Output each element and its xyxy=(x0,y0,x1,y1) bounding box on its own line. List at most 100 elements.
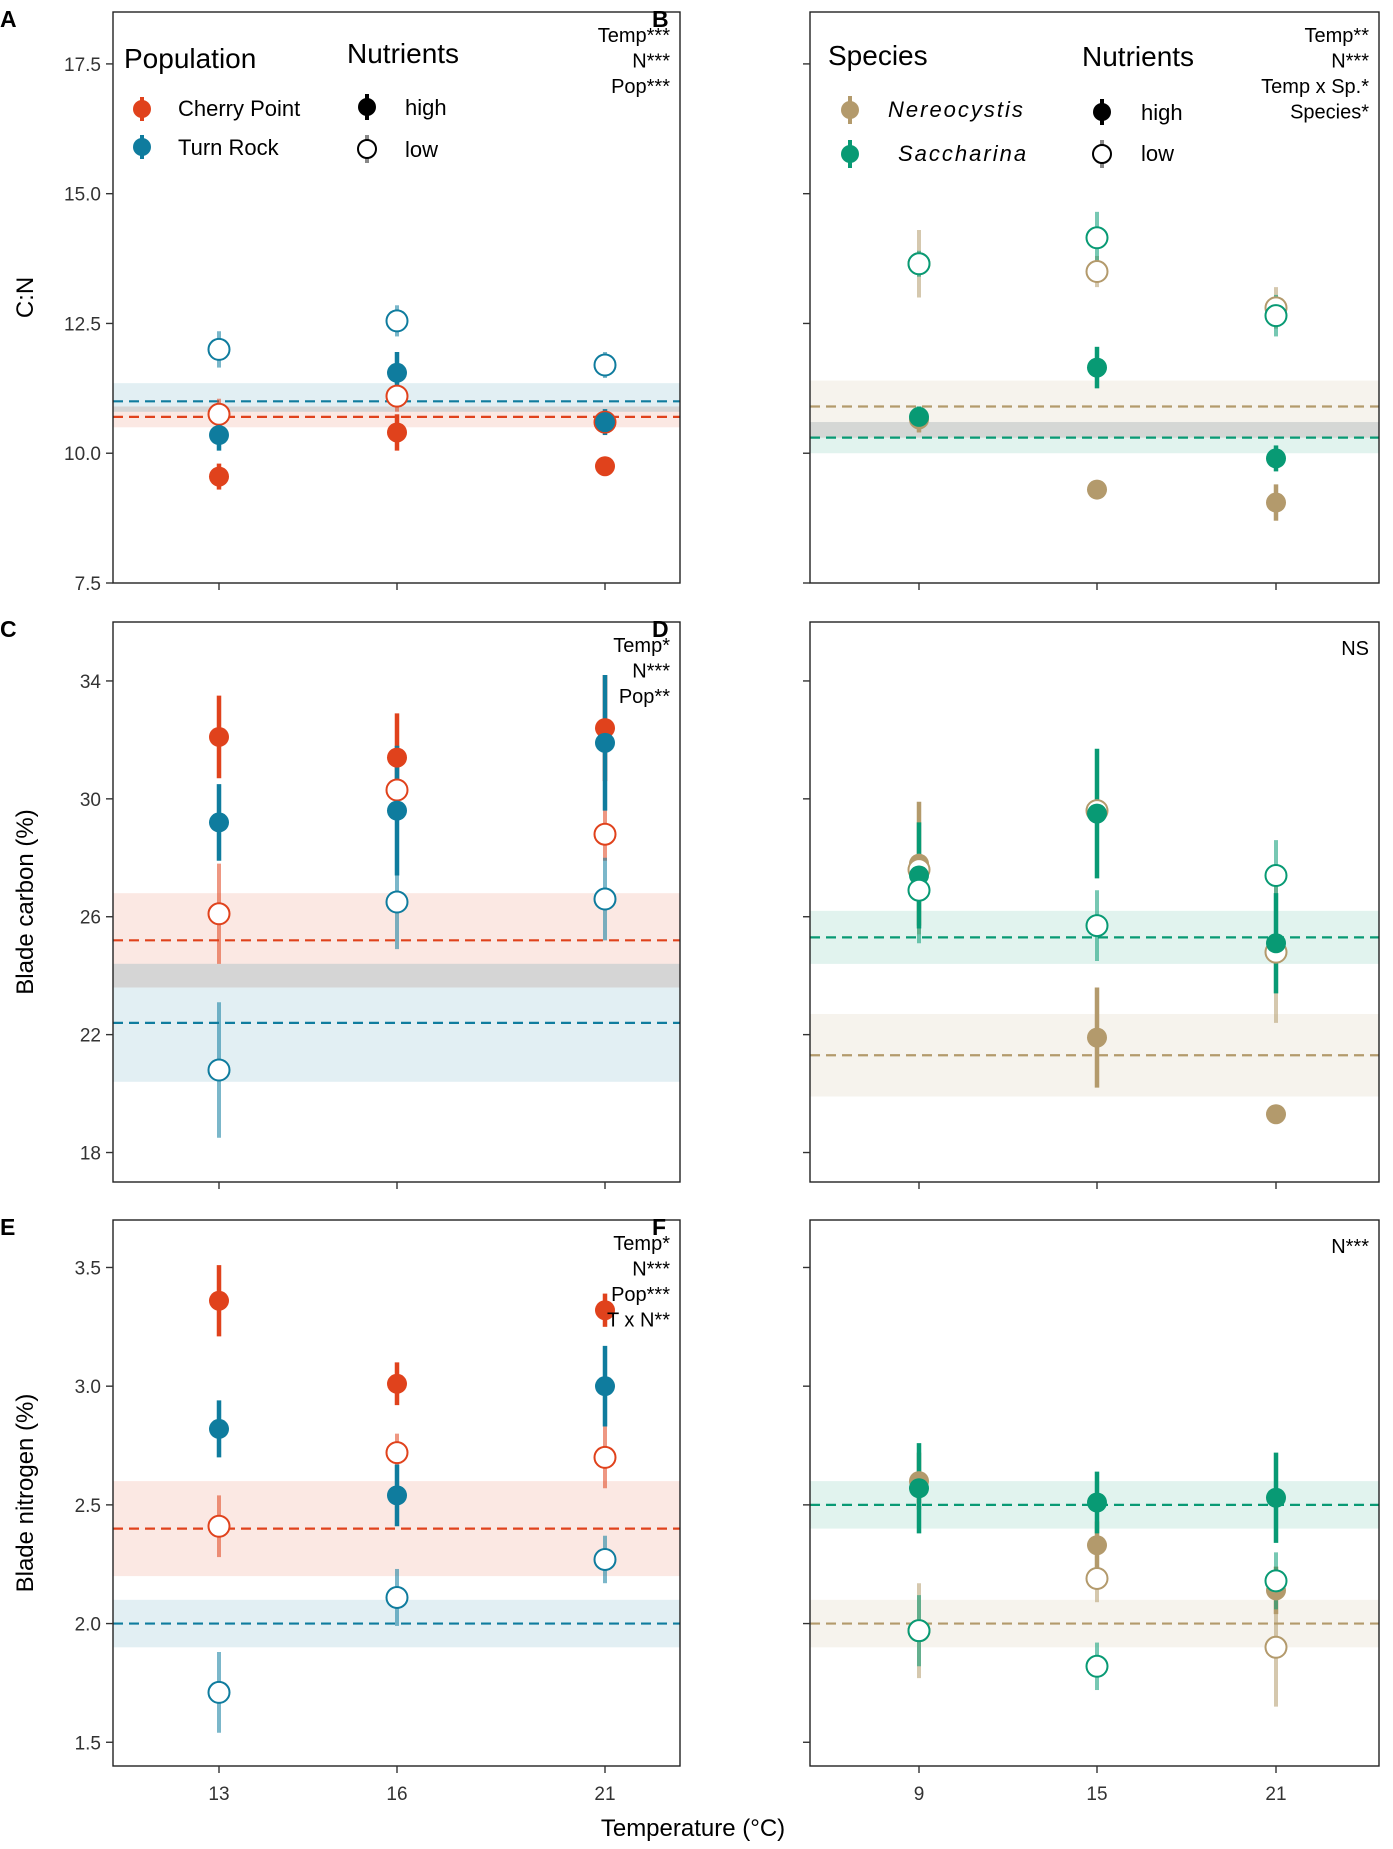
panel-c-point-turn-rock-high-0 xyxy=(209,812,229,833)
panel-f-point-nereocystis-high-1 xyxy=(1087,1535,1107,1556)
panel-b-point-saccharina-high-2 xyxy=(1266,448,1286,469)
panel-a-point-cherry-point-low-1 xyxy=(385,384,409,408)
panel-a-point-turn-rock-high-2 xyxy=(595,412,615,433)
panel-c-point-turn-rock-low-1 xyxy=(385,890,409,914)
panel-b-point-saccharina-high-1 xyxy=(1087,357,1107,378)
legend-species: Species Nereocystis Saccharina xyxy=(828,40,1028,168)
panel-d-band-nereocystis xyxy=(810,1014,1379,1097)
legend-population-title: Population xyxy=(124,43,256,74)
panel-e-point-cherry-point-low-1 xyxy=(385,1441,409,1465)
panel-e-point-cherry-point-high-1 xyxy=(387,1373,407,1394)
legend-species-title: Species xyxy=(828,40,928,71)
panel-b: B Temp** N*** Temp x Sp.* Species* xyxy=(652,6,1380,590)
legend-high-a-label: high xyxy=(405,95,447,120)
panel-d-stat-0: NS xyxy=(1341,638,1369,660)
panel-a-stat-1: N*** xyxy=(632,51,670,73)
legend-turn-rock-label: Turn Rock xyxy=(178,135,280,160)
panel-f-xtick-label-2: 21 xyxy=(1265,1784,1286,1805)
panel-e-ytick-label-1: 2.0 xyxy=(75,1615,101,1636)
panel-c-ytick-label-4: 34 xyxy=(80,672,102,693)
panel-d-point-saccharina-high-2 xyxy=(1266,933,1286,954)
panel-a-plot xyxy=(113,305,680,490)
panel-e-point-turn-rock-low-1 xyxy=(385,1585,409,1609)
panel-c-point-cherry-point-high-0 xyxy=(209,726,229,747)
panel-e-xtick-label-1: 16 xyxy=(386,1784,407,1805)
panel-b-letter: B xyxy=(652,6,669,32)
panel-e-point-cherry-point-low-0 xyxy=(207,1514,231,1538)
panel-c-stat-1: N*** xyxy=(632,661,670,683)
panel-c-point-turn-rock-high-1 xyxy=(387,800,407,821)
panel-c-band-overlap xyxy=(113,963,680,988)
panel-d-point-saccharina-low-0 xyxy=(907,878,931,902)
panel-e-point-turn-rock-high-2 xyxy=(595,1376,615,1397)
panel-d-point-saccharina-high-1 xyxy=(1087,803,1107,824)
panel-b-band-overlap xyxy=(810,422,1379,438)
panel-f-point-saccharina-low-1 xyxy=(1085,1654,1109,1678)
panels: 7.5 10.0 12.5 15.0 17.5 C:N A Temp*** N*** Pop***… xyxy=(0,6,1380,1805)
panel-f-point-nereocystis-low-2 xyxy=(1264,1635,1288,1659)
panel-d-frame xyxy=(809,621,1380,1183)
panel-f-point-nereocystis-low-1 xyxy=(1085,1566,1109,1590)
panel-a-point-cherry-point-high-1 xyxy=(387,422,407,443)
panel-a: 7.5 10.0 12.5 15.0 17.5 C:N A Temp*** N*** Pop*** xyxy=(0,6,681,595)
panel-c-point-cherry-point-low-1 xyxy=(385,778,409,802)
panel-f-letter: F xyxy=(652,1214,666,1240)
legend-low-b-label: low xyxy=(1141,141,1174,166)
panel-e-point-turn-rock-low-0 xyxy=(207,1680,231,1704)
legend-nereocystis-label: Nereocystis xyxy=(888,97,1025,122)
panel-e-point-turn-rock-high-0 xyxy=(209,1418,229,1439)
legend-cherry-point-label: Cherry Point xyxy=(178,96,300,121)
panel-e-stat-1: N*** xyxy=(632,1259,670,1281)
panel-c-stat-2: Pop** xyxy=(619,686,670,708)
panel-a-ytick-label-2: 12.5 xyxy=(64,314,101,335)
legend-nutrients-b-title: Nutrients xyxy=(1082,41,1194,72)
panel-b-plot xyxy=(810,211,1379,521)
panel-e-stat-0: Temp* xyxy=(613,1233,670,1255)
legend-high-a-dot xyxy=(358,98,376,116)
panel-c-point-turn-rock-low-0 xyxy=(207,1058,231,1082)
panel-e-point-turn-rock-low-2 xyxy=(593,1547,617,1571)
panel-f-point-saccharina-high-0 xyxy=(909,1478,929,1499)
legend-cherry-point-dot xyxy=(133,100,151,118)
panel-f: 9 15 21 F N*** xyxy=(652,1214,1380,1805)
panel-b-frame xyxy=(809,11,1380,584)
panel-e-plot xyxy=(113,1265,680,1733)
panel-a-point-cherry-point-high-2 xyxy=(595,456,615,477)
panel-c: 18 22 26 30 34 Blade carbon (%) C Temp* N*** Pop*… xyxy=(0,616,681,1189)
legend-saccharina-label: Saccharina xyxy=(898,141,1028,166)
panel-a-point-cherry-point-low-0 xyxy=(207,402,231,426)
panel-c-point-cherry-point-low-2 xyxy=(593,822,617,846)
panel-a-point-turn-rock-high-0 xyxy=(209,425,229,446)
panel-b-point-saccharina-low-1 xyxy=(1085,226,1109,250)
panel-e-ylabel: Blade nitrogen (%) xyxy=(12,1394,39,1593)
panel-e-letter: E xyxy=(0,1214,15,1240)
legend-nutrients-b: Nutrients high low xyxy=(1082,41,1194,168)
panel-d: D NS xyxy=(652,616,1380,1189)
legend-low-b-dot xyxy=(1092,144,1112,164)
panel-d-point-saccharina-low-1 xyxy=(1085,914,1109,938)
legend-high-b-dot xyxy=(1093,103,1111,121)
panel-b-stat-1: N*** xyxy=(1331,51,1369,73)
panel-e-xtick-label-0: 13 xyxy=(208,1784,229,1805)
panel-e-ytick-label-4: 3.5 xyxy=(75,1258,101,1279)
panel-e-ytick-label-3: 3.0 xyxy=(75,1377,101,1398)
legend-low-a-dot xyxy=(357,139,377,159)
panel-e: 1.5 2.0 2.5 3.0 3.5 13 16 21 Blade nitrogen (%) E… xyxy=(0,1214,681,1805)
legend-nutrients-a-title: Nutrients xyxy=(347,38,459,69)
panel-c-letter: C xyxy=(0,616,17,642)
panel-a-ytick-label-3: 15.0 xyxy=(64,185,101,206)
panel-e-point-cherry-point-low-2 xyxy=(593,1445,617,1469)
panel-c-point-cherry-point-low-0 xyxy=(207,902,231,926)
panel-c-ytick-label-3: 30 xyxy=(80,790,101,811)
panel-c-ylabel: Blade carbon (%) xyxy=(12,809,39,994)
panel-b-point-saccharina-low-2 xyxy=(1264,304,1288,328)
panel-d-point-saccharina-low-2 xyxy=(1264,863,1288,887)
panel-a-stat-0: Temp*** xyxy=(598,25,670,47)
panel-e-point-turn-rock-high-1 xyxy=(387,1485,407,1506)
panel-d-plot xyxy=(810,748,1379,1125)
panel-b-stat-2: Temp x Sp.* xyxy=(1261,76,1369,98)
panel-b-point-nereocystis-high-1 xyxy=(1087,479,1107,500)
panel-a-ytick-label-1: 10.0 xyxy=(64,444,101,465)
panel-a-point-cherry-point-high-0 xyxy=(209,466,229,487)
panel-c-point-cherry-point-high-1 xyxy=(387,747,407,768)
